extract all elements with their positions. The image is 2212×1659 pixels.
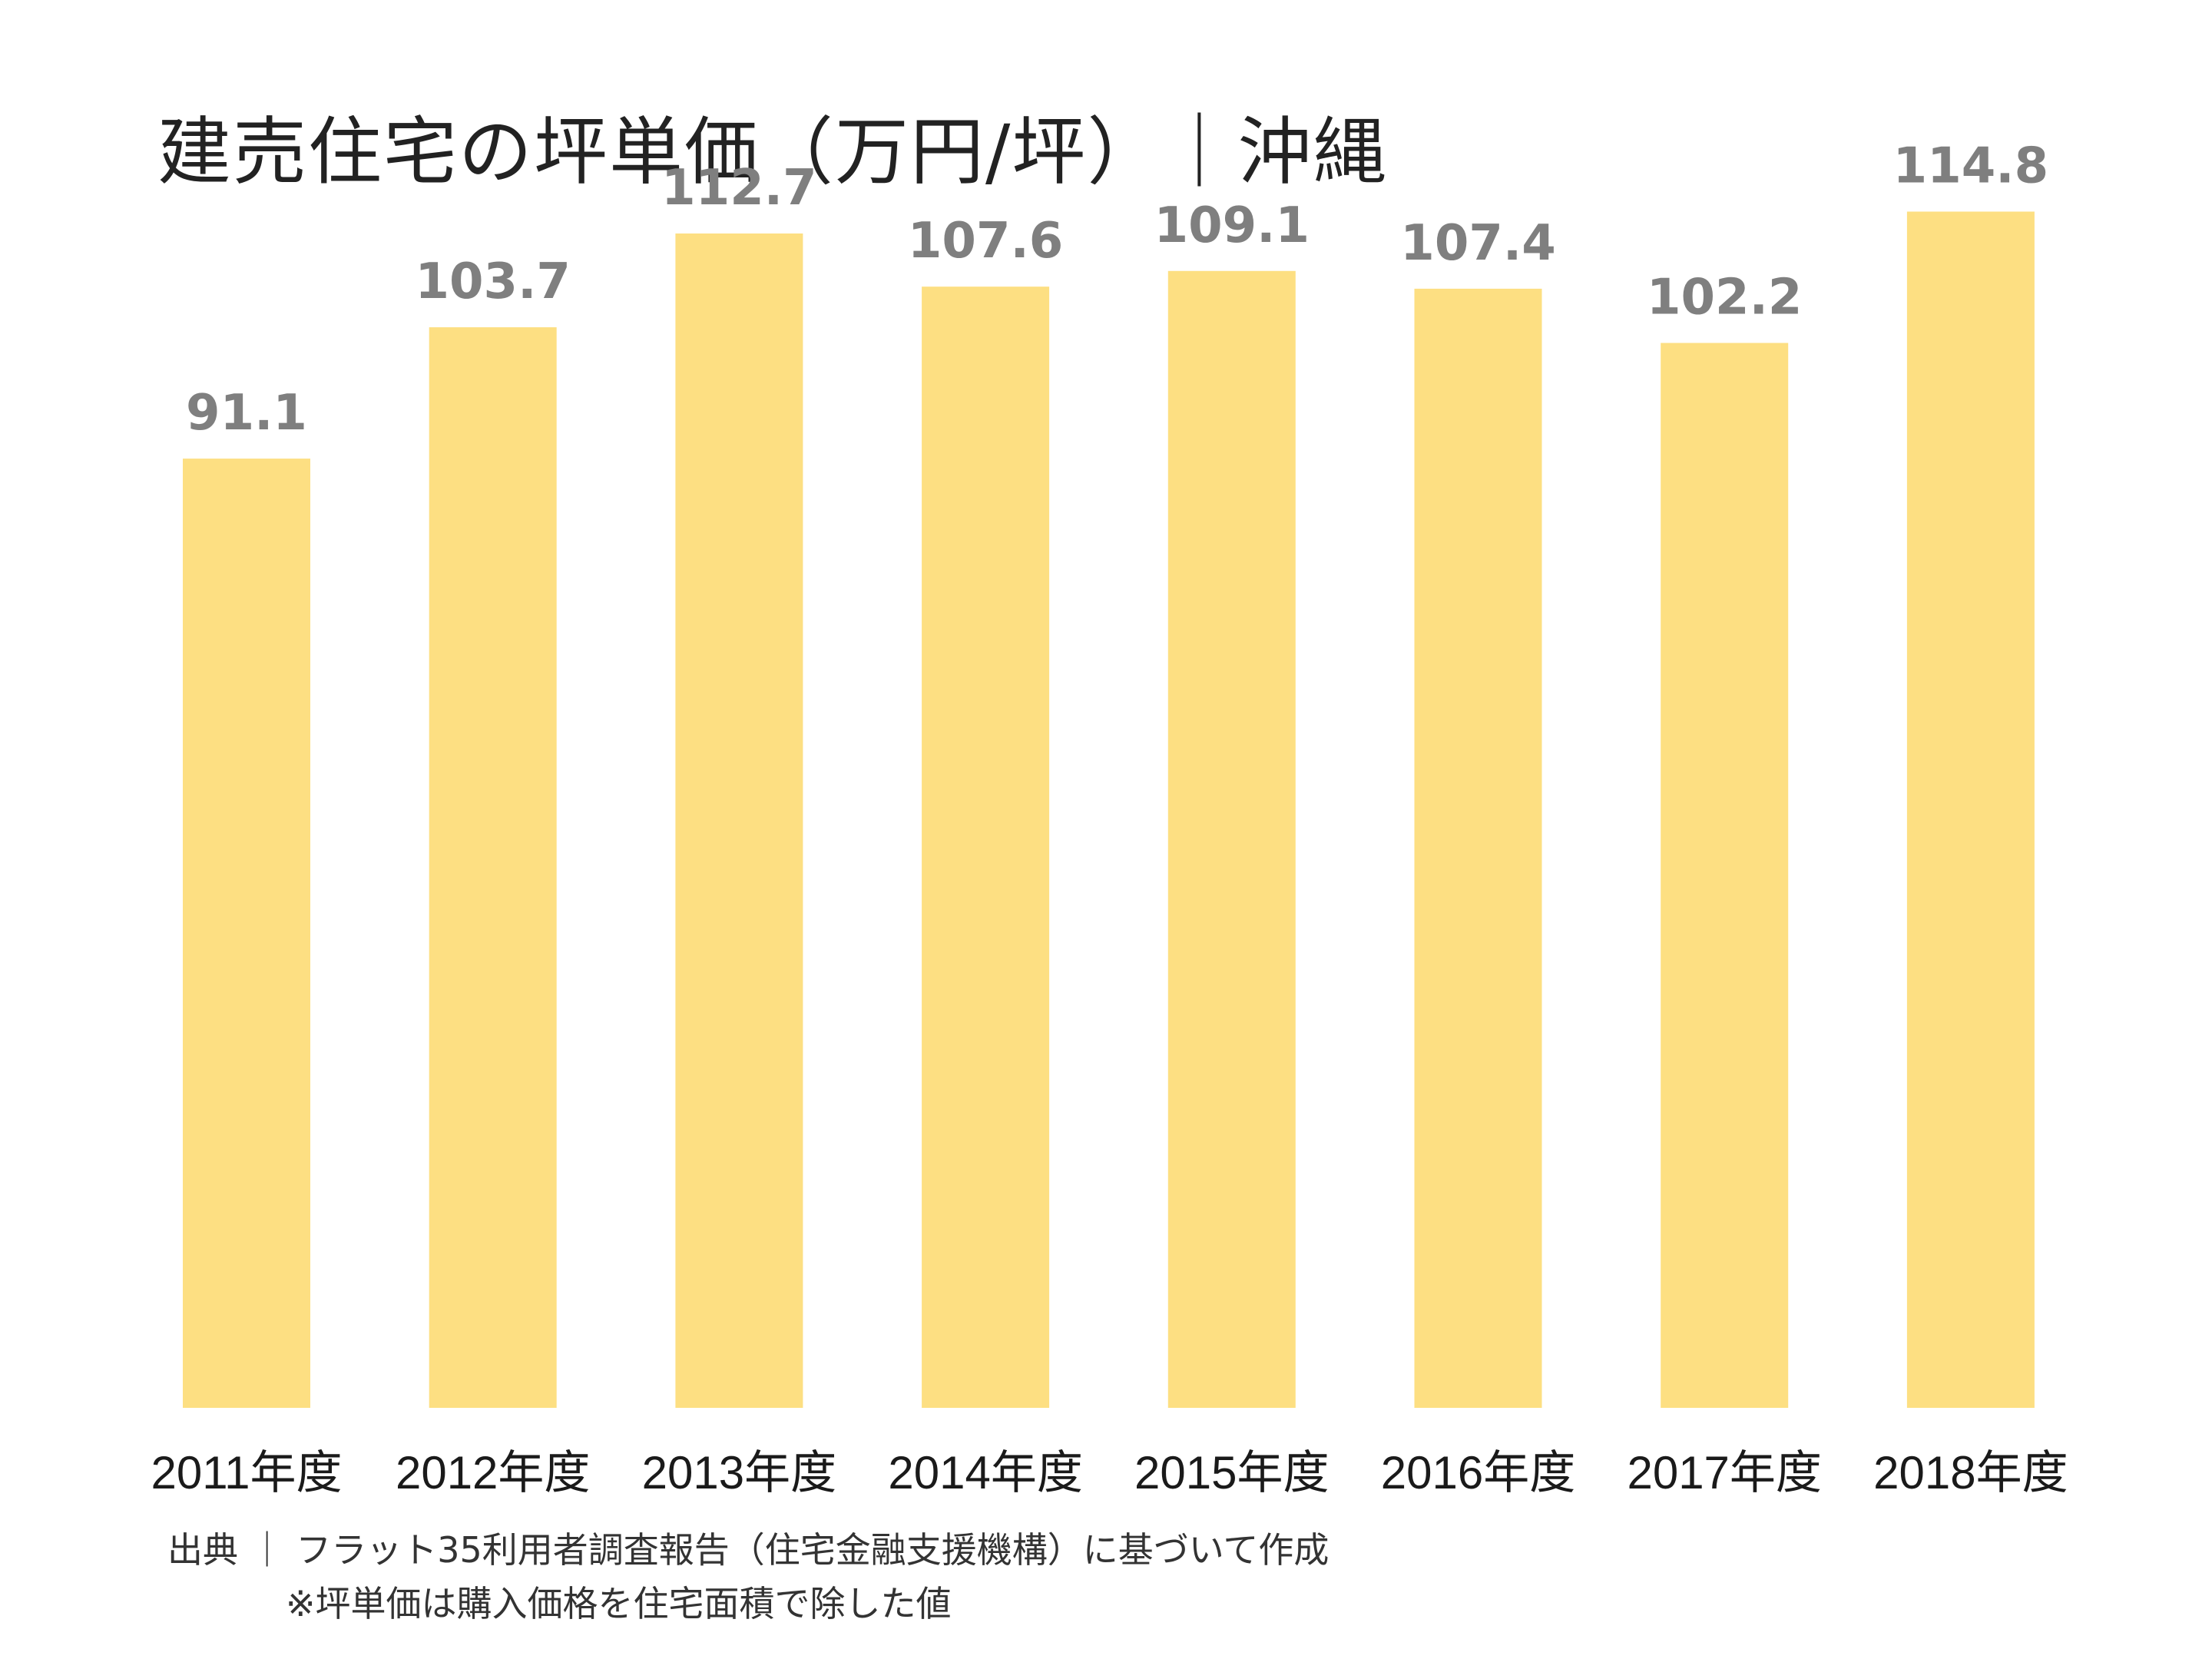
bar-2018年度	[1906, 211, 2035, 1408]
data-labels: 91.1 103.7 112.7 107.6 109.1 107.4 102.2 114.8	[186, 138, 2048, 442]
data-label-2015年度: 109.1	[1154, 197, 1310, 254]
data-label-2018年度: 114.8	[1893, 138, 2048, 195]
bar-2015年度	[1167, 270, 1296, 1408]
source-citation: 出典 ｜ フラット35利用者調査報告（住宅金融支援機構）に基づいて作成	[167, 1529, 1330, 1571]
bar-2016年度	[1414, 288, 1542, 1408]
data-label-2011年度: 91.1	[186, 385, 307, 442]
x-tick-label-2017年度: 2017年度	[1627, 1447, 1821, 1498]
chart-title: 建売住宅の坪単価（万円/坪）｜沖縄	[157, 109, 1389, 195]
data-label-2012年度: 103.7	[415, 253, 570, 310]
data-label-2017年度: 102.2	[1647, 270, 1802, 326]
bar-series	[183, 211, 2035, 1409]
x-tick-label-2011年度: 2011年度	[151, 1447, 342, 1498]
bar-2017年度	[1661, 343, 1789, 1408]
bar-2014年度	[922, 286, 1050, 1409]
data-label-2016年度: 107.4	[1400, 215, 1555, 272]
bar-2011年度	[183, 459, 310, 1408]
x-axis-tick-labels: 2011年度 2012年度 2013年度 2014年度 2015年度 2016年度 2017…	[151, 1447, 2068, 1498]
x-tick-label-2013年度: 2013年度	[642, 1447, 836, 1498]
data-label-2014年度: 107.6	[908, 213, 1063, 270]
x-tick-label-2012年度: 2012年度	[396, 1447, 590, 1498]
bar-2013年度	[675, 233, 803, 1408]
x-tick-label-2018年度: 2018年度	[1873, 1447, 2068, 1498]
x-tick-label-2014年度: 2014年度	[888, 1447, 1082, 1498]
bar-2012年度	[429, 327, 557, 1409]
x-tick-label-2016年度: 2016年度	[1381, 1447, 1575, 1498]
x-tick-label-2015年度: 2015年度	[1134, 1447, 1329, 1498]
data-label-2013年度: 112.7	[661, 160, 816, 217]
footnote: ※坪単価は購入価格を住宅面積で除した値	[286, 1583, 952, 1624]
